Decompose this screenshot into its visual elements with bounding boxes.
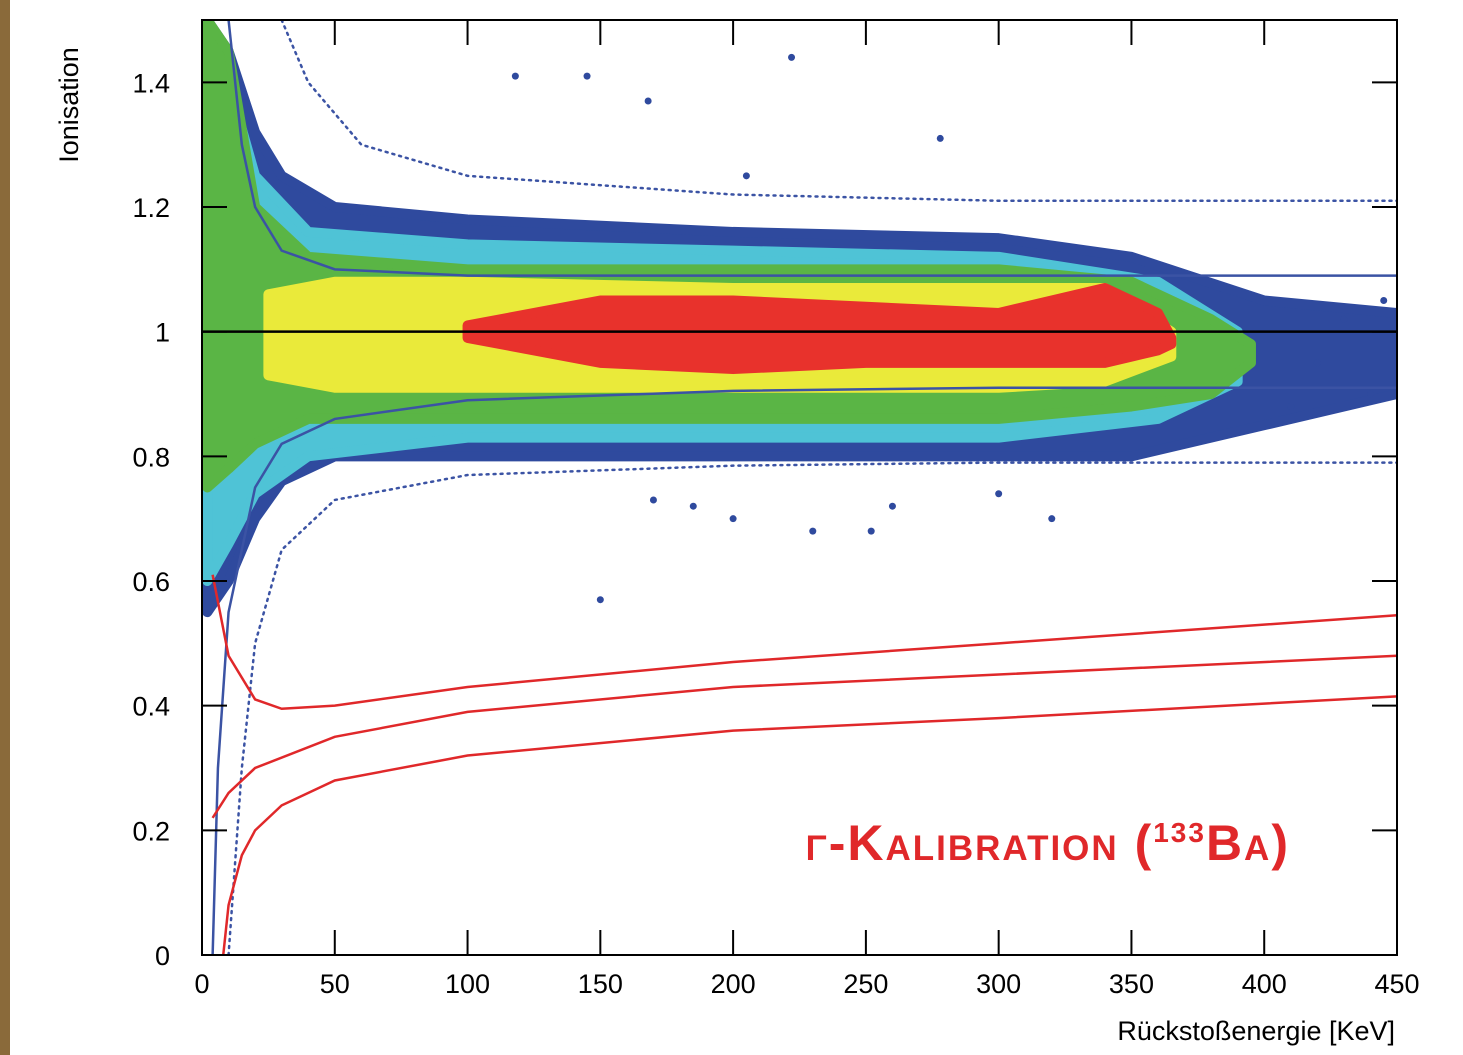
scatter-point (788, 53, 796, 61)
photo-edge (0, 0, 10, 1055)
scatter-point (888, 502, 896, 510)
scatter-point (1313, 359, 1321, 367)
x-tick-label: 250 (843, 969, 888, 999)
y-tick-label: 1 (155, 318, 170, 348)
x-tick-label: 100 (445, 969, 490, 999)
y-tick-label: 0.4 (132, 692, 170, 722)
scatter-point (995, 490, 1003, 498)
scatter-point (1366, 390, 1374, 398)
y-tick-label: 1.4 (132, 68, 170, 98)
x-tick-label: 400 (1242, 969, 1287, 999)
plot-frame (201, 19, 1398, 956)
y-tick-label: 1.2 (132, 193, 170, 223)
x-tick-label: 0 (194, 969, 209, 999)
curve (227, 461, 1397, 955)
scatter-point (511, 72, 519, 80)
annotation-superscript: 133 (1153, 817, 1206, 848)
scatter-point (583, 72, 591, 80)
curve (280, 20, 1397, 203)
scatter-point (729, 515, 737, 523)
y-tick-label: 0.6 (132, 567, 170, 597)
curve (227, 20, 1397, 277)
plot-area (202, 20, 1397, 955)
y-tick-label: 0 (155, 941, 170, 971)
scatter-point (1380, 297, 1388, 304)
scatter-point (1048, 515, 1056, 523)
scatter-point (644, 97, 652, 105)
scatter-point (742, 172, 750, 180)
annotation-text: γ-Kalibration ( (806, 815, 1154, 871)
x-tick-label: 50 (320, 969, 350, 999)
scatter-point (867, 527, 875, 535)
density-band (462, 283, 1177, 375)
scatter-point (809, 527, 817, 535)
x-tick-label: 450 (1374, 969, 1419, 999)
curve (211, 386, 1397, 955)
scatter-point (1340, 315, 1348, 323)
x-axis-label: Rückstoßenergie [KeV] (1117, 1016, 1395, 1046)
curve (211, 654, 1397, 819)
y-tick-label: 0.2 (132, 816, 170, 846)
scatter-point (936, 134, 944, 142)
scatter-point (596, 596, 604, 604)
annotation-text: Ba) (1206, 815, 1290, 871)
annotation: γ-Kalibration (133Ba) (806, 815, 1290, 871)
scatter-point (689, 502, 697, 510)
scatter-point (1287, 402, 1295, 410)
x-tick-label: 350 (1109, 969, 1154, 999)
x-tick-label: 200 (711, 969, 756, 999)
x-tick-label: 150 (578, 969, 623, 999)
curve (222, 695, 1397, 955)
x-tick-label: 300 (976, 969, 1021, 999)
y-tick-label: 0.8 (132, 442, 170, 472)
scatter-point (649, 496, 657, 504)
curve (211, 574, 1397, 711)
y-axis-label: Ionisation (54, 47, 84, 163)
